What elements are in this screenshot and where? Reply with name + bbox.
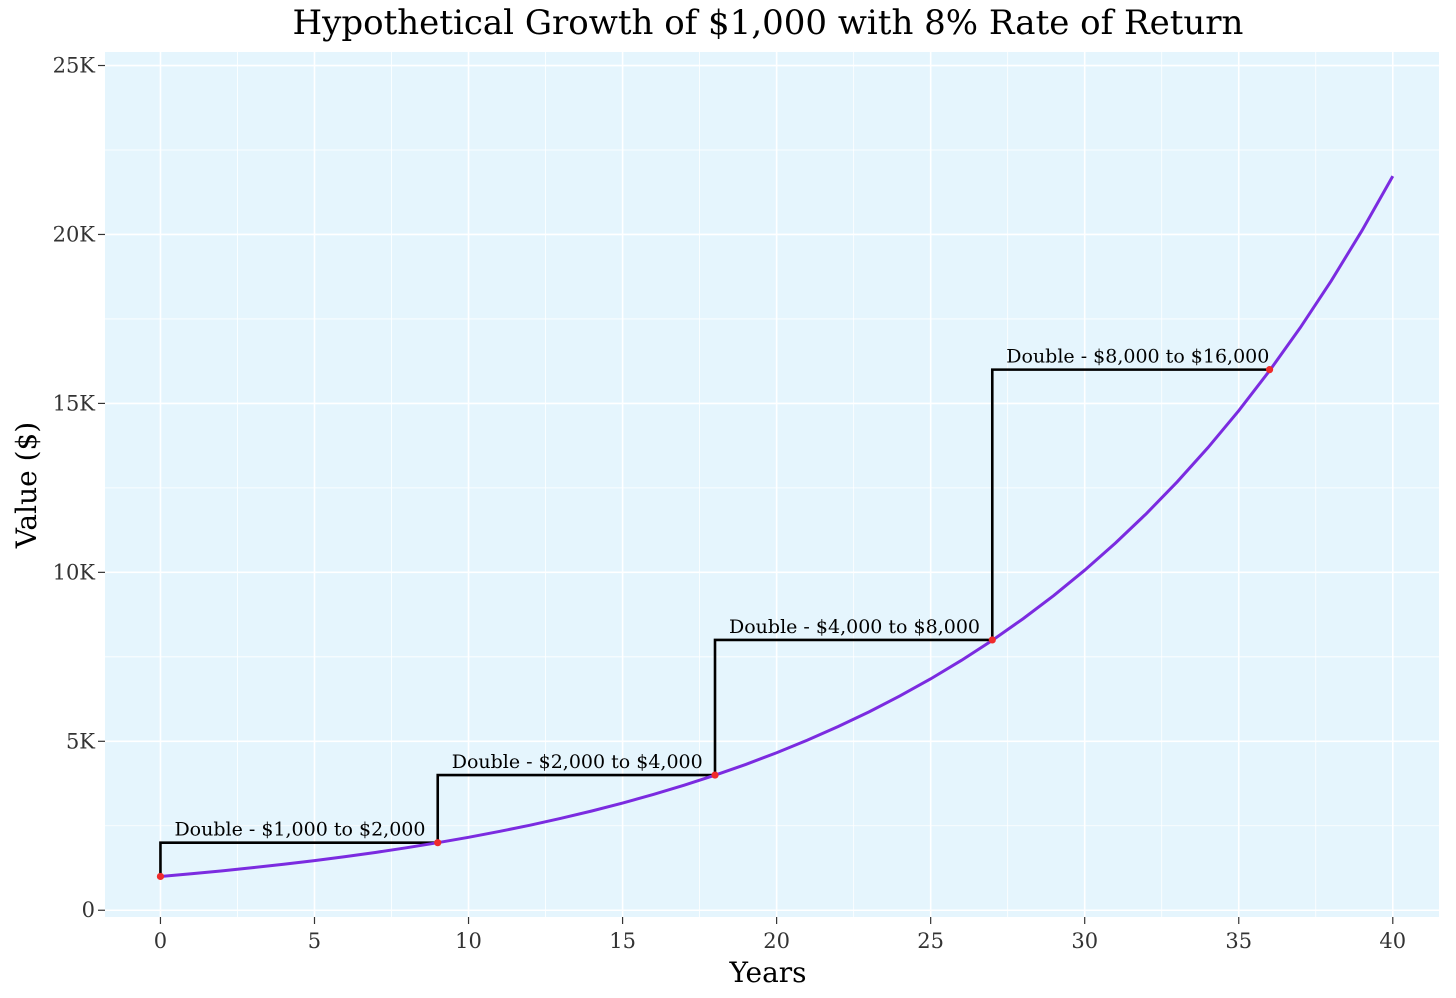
x-tick-label: 30	[1071, 929, 1098, 953]
series-line	[160, 175, 1395, 878]
y-tick-label: 10K	[53, 560, 96, 584]
y-tick-label: 20K	[53, 222, 96, 246]
doubling-point	[1265, 366, 1274, 374]
chart-title: Hypothetical Growth of $1,000 with 8% Ra…	[293, 3, 1244, 43]
x-tick-label: 35	[1225, 929, 1252, 953]
x-axis-title: Years	[728, 956, 806, 989]
axis-ticks: 0 5 10 15 20 25 30 35 40 0 5K 10K 15K 20K 25K	[53, 54, 1407, 953]
doubling-points	[156, 366, 1274, 881]
x-tick-label: 0	[154, 929, 167, 953]
doubling-step-line	[436, 773, 716, 843]
y-axis-title: Value ($)	[10, 422, 43, 549]
annotations: Double - $1,000 to $2,000 Double - $2,000…	[174, 346, 1269, 841]
plot-background	[105, 52, 1439, 917]
doubling-point	[988, 636, 996, 644]
annotation-label: Double - $2,000 to $4,000	[452, 751, 703, 773]
y-tick-label: 25K	[53, 54, 96, 78]
annotation-label: Double - $8,000 to $16,000	[1006, 346, 1269, 368]
doubling-step-line	[713, 638, 993, 776]
doubling-point	[434, 839, 442, 847]
x-tick-label: 15	[609, 929, 636, 953]
doubling-point	[156, 872, 165, 881]
annotation-label: Double - $4,000 to $8,000	[729, 616, 980, 638]
doubling-steps	[159, 368, 1270, 877]
y-tick-label: 15K	[53, 391, 96, 415]
doubling-step-line	[990, 368, 1270, 640]
x-tick-label: 10	[455, 929, 482, 953]
x-tick-label: 5	[308, 929, 321, 953]
x-tick-label: 25	[917, 929, 944, 953]
doubling-point	[711, 771, 719, 779]
annotation-label: Double - $1,000 to $2,000	[174, 819, 425, 841]
x-tick-label: 40	[1379, 929, 1406, 953]
y-tick-label: 0	[82, 898, 95, 922]
y-tick-label: 5K	[66, 729, 95, 753]
x-tick-label: 20	[763, 929, 790, 953]
doubling-step-line	[159, 841, 438, 877]
grid-lines	[105, 52, 1439, 917]
